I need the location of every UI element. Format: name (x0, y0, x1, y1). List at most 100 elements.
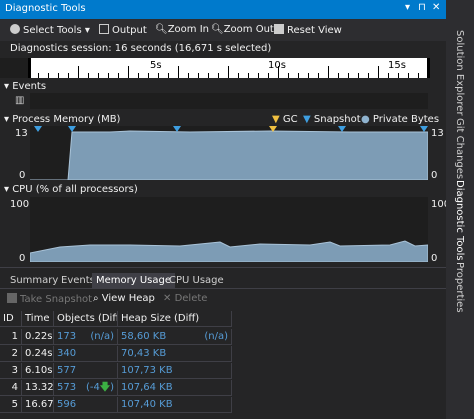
object-count[interactable]: 173 (57, 331, 77, 342)
ruler-tick (318, 73, 319, 78)
heap-size[interactable]: 107,40 KB (121, 399, 173, 410)
gc-marker (269, 126, 277, 132)
cpu-title: CPU (% of all processors) (12, 184, 138, 195)
close[interactable]: ✕ (432, 2, 441, 13)
ruler-tick (88, 73, 89, 78)
ruler-pad (0, 58, 28, 78)
ruler-tick (228, 66, 229, 78)
ruler-tick (98, 73, 99, 78)
reset-view[interactable]: Reset View (274, 24, 342, 36)
objects-cell: 596(+23🡅) (54, 397, 118, 413)
private-bytes-area (30, 130, 428, 180)
ruler-tick (48, 73, 49, 78)
ruler-tick (418, 73, 419, 78)
ruler-tick (338, 73, 339, 78)
objects-cell: 173 (n/a) (54, 329, 118, 345)
object-count[interactable]: 577 (57, 365, 77, 376)
ruler-handle (28, 58, 31, 78)
legend-private-bytes-label: Private Bytes (372, 114, 440, 125)
pause-icon: ▥ (15, 95, 25, 106)
row-id: 1 (0, 329, 22, 345)
decrease-arrow: 🡇 (99, 382, 111, 393)
window-menu[interactable]: ▾ (405, 2, 411, 13)
ruler-tick (178, 66, 179, 78)
ruler-tick (368, 73, 369, 78)
heap-cell: 70,43 KB(+11,83 KB🡅) (118, 346, 232, 362)
pin[interactable]: ⊓ (418, 2, 426, 13)
heap-cell: 107,73 KB(+37,30 KB🡅) (118, 363, 232, 379)
tab-underline (0, 288, 446, 289)
heap-size[interactable]: 107,73 KB (121, 365, 173, 376)
heap-diff[interactable]: (n/a) (204, 331, 228, 342)
output[interactable]: Output (99, 24, 147, 36)
heap-size[interactable]: 58,60 KB (121, 331, 167, 342)
delete: ✕ Delete (163, 293, 208, 304)
row-time: 0.24s (22, 346, 54, 362)
ruler-label: 15s (388, 60, 406, 71)
objects-cell: 340(+167🡅) (54, 346, 118, 362)
snapshot-table: ID Time Objects (Diff) Heap Size (Diff) 1 0.2… (0, 311, 232, 419)
ruler-tick (298, 73, 299, 78)
heap-size[interactable]: 70,43 KB (121, 348, 167, 359)
ruler-tick (208, 73, 209, 78)
ruler-tick (78, 66, 79, 78)
object-count[interactable]: 340 (57, 348, 77, 359)
cpu-axis-bottom-right: 0 (431, 253, 438, 264)
legend-private-bytes: ● Private Bytes (361, 114, 440, 125)
row-id: 2 (0, 346, 22, 362)
title-bar: Diagnostic Tools ▾ ⊓ ✕ (0, 0, 446, 19)
ruler-tick (218, 73, 219, 78)
memory-axis-top-right: 13 (431, 128, 444, 139)
side-tab[interactable]: Diagnostic Tools (454, 180, 465, 261)
legend-gc-label: GC (282, 114, 298, 125)
row-time: 13.32s (22, 380, 54, 396)
tab[interactable]: CPU Usage (169, 275, 224, 286)
ruler-tick (128, 66, 129, 78)
side-tab[interactable]: Git Changes (454, 118, 465, 180)
memory-graph (30, 126, 428, 180)
ruler-label: 10s (268, 60, 286, 71)
timeline-ruler[interactable]: 5s 10s 15s (28, 58, 430, 78)
tab[interactable]: Memory Usage (92, 273, 176, 288)
object-diff[interactable]: (n/a) (90, 331, 114, 342)
side-tab[interactable]: Solution Explorer (454, 30, 465, 116)
view-heap[interactable]: ⌕ View Heap (93, 293, 155, 304)
ruler-tick (308, 73, 309, 78)
column-header: Time (22, 311, 54, 327)
row-time: 0.22s (22, 329, 54, 345)
heap-cell: 58,60 KB (n/a) (118, 329, 232, 345)
snapshot-markers (34, 126, 428, 132)
memory-title: Process Memory (MB) (12, 114, 121, 125)
legend-snapshot-label: Snapshot (313, 114, 361, 125)
output-label: Output (112, 25, 147, 36)
take-snapshot: Take Snapshot (7, 293, 92, 305)
tab[interactable]: Summary (10, 275, 59, 286)
events-header: ▾ Events (4, 81, 47, 92)
side-tab[interactable]: Properties (454, 262, 465, 313)
tab[interactable]: Events (61, 275, 95, 286)
legend-snapshot: ▼ Snapshot (303, 114, 361, 125)
cpu-axis-bottom-left: 0 (19, 253, 26, 264)
ruler-tick (408, 73, 409, 78)
ruler-tick (138, 73, 139, 78)
zoom-out[interactable]: 🔍︎Zoom Out (211, 24, 274, 35)
cpu-axis-top-left: 100 (10, 199, 30, 210)
side-tabs: Solution Explorer Git Changes Diagnostic T… (446, 0, 474, 419)
object-diff[interactable]: (-4🡇) (85, 382, 114, 393)
column-header: Heap Size (Diff) (118, 311, 232, 327)
cpu-header: ▾ CPU (% of all processors) (4, 184, 138, 195)
ruler-tick (158, 73, 159, 78)
heap-cell: 107,64 KB(-0,09 KB🡇) (118, 380, 232, 396)
select-tools[interactable]: Select Tools ▾ (10, 24, 90, 36)
cpu-axis-top-right: 100 (431, 199, 451, 210)
object-count[interactable]: 573 (57, 382, 77, 393)
select-tools-label: Select Tools (23, 25, 82, 36)
object-count[interactable]: 596 (57, 399, 77, 410)
zoom-in[interactable]: 🔍︎Zoom In (155, 24, 209, 35)
ruler-tick (238, 73, 239, 78)
ruler-tick (398, 73, 399, 78)
view-heap-label: View Heap (101, 293, 155, 304)
heap-size[interactable]: 107,64 KB (121, 382, 173, 393)
ruler-tick (358, 73, 359, 78)
